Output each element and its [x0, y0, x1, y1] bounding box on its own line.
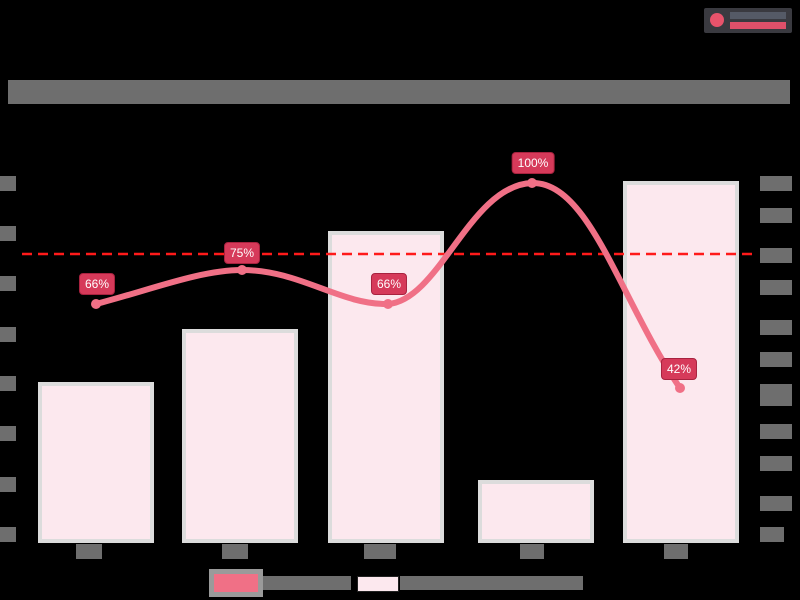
data-label: 66%: [78, 273, 116, 295]
legend-bar-label: [400, 576, 583, 590]
data-label: 66%: [370, 273, 408, 295]
legend-line-label: [263, 576, 351, 590]
logo-text-top: [730, 12, 786, 19]
chart-title: [8, 80, 790, 104]
legend-line-swatch[interactable]: [209, 569, 263, 597]
legend-bar-swatch[interactable]: [357, 576, 399, 592]
line-markers: [91, 178, 685, 393]
bar-series: [38, 181, 739, 543]
category-labels: [76, 544, 688, 559]
line-series: [93, 179, 683, 391]
right-axis-ticks: [760, 176, 792, 542]
data-label: 75%: [223, 242, 261, 264]
logo-text-bottom: [730, 22, 786, 29]
left-axis-ticks: [0, 176, 16, 542]
data-label: 42%: [660, 358, 698, 380]
logo-icon: [710, 13, 724, 27]
brand-logo: [704, 8, 792, 33]
data-label: 100%: [511, 152, 555, 174]
